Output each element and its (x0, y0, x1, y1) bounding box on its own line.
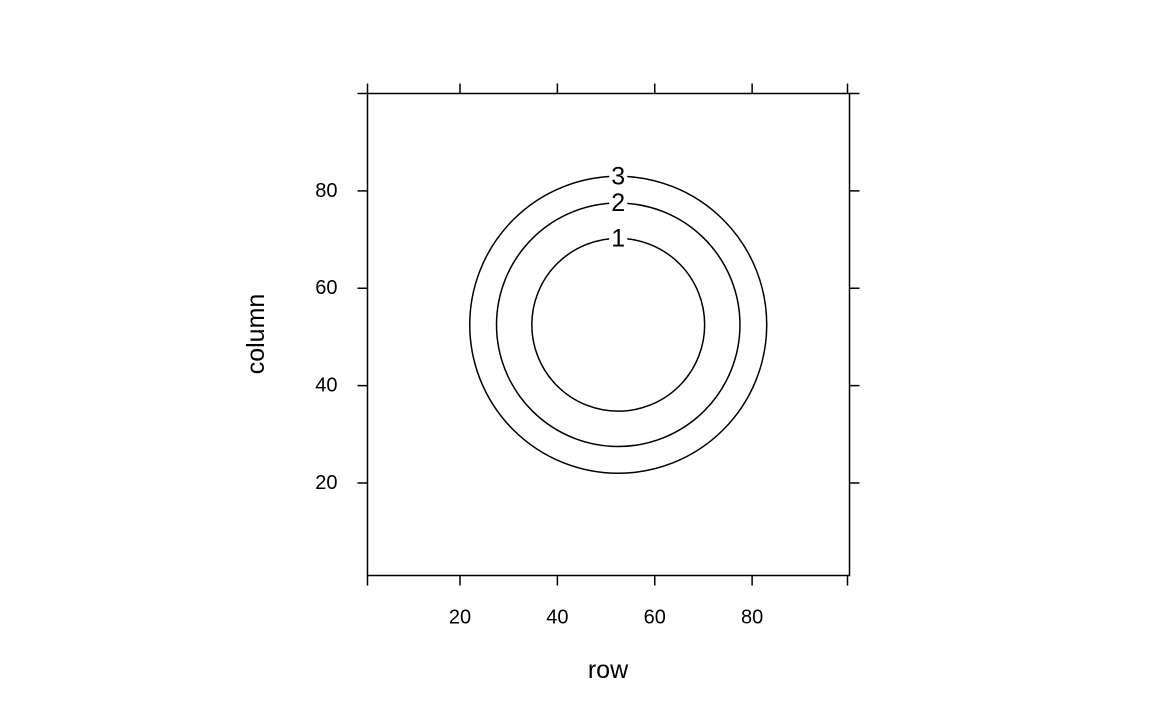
contour-label-bg (609, 224, 628, 251)
tick-labels: 20 40 60 80 20 40 60 80 (315, 180, 763, 629)
contour-label-bg (609, 189, 628, 216)
contour-label-3: 3 (611, 162, 625, 190)
contour-line-1 (531, 237, 706, 412)
y-tick-label: 80 (315, 180, 337, 202)
y-tick-label: 60 (315, 277, 337, 299)
x-axis-title: row (588, 656, 629, 684)
plot-panel (366, 92, 851, 577)
y-tick-label: 20 (315, 472, 337, 494)
contour-label-bg (609, 162, 628, 189)
contour-lines: 1 23 (468, 162, 768, 475)
x-tick-label: 40 (546, 607, 568, 629)
contour-label-1: 1 (611, 224, 625, 252)
y-axis-title: column (242, 294, 270, 375)
contour-line-3 (468, 175, 768, 475)
x-tick-label: 80 (741, 607, 763, 629)
axis-ticks (357, 83, 860, 586)
y-tick-label: 40 (315, 375, 337, 397)
x-tick-label: 20 (449, 607, 471, 629)
x-tick-label: 60 (644, 607, 666, 629)
contour-label-2: 2 (611, 189, 625, 217)
